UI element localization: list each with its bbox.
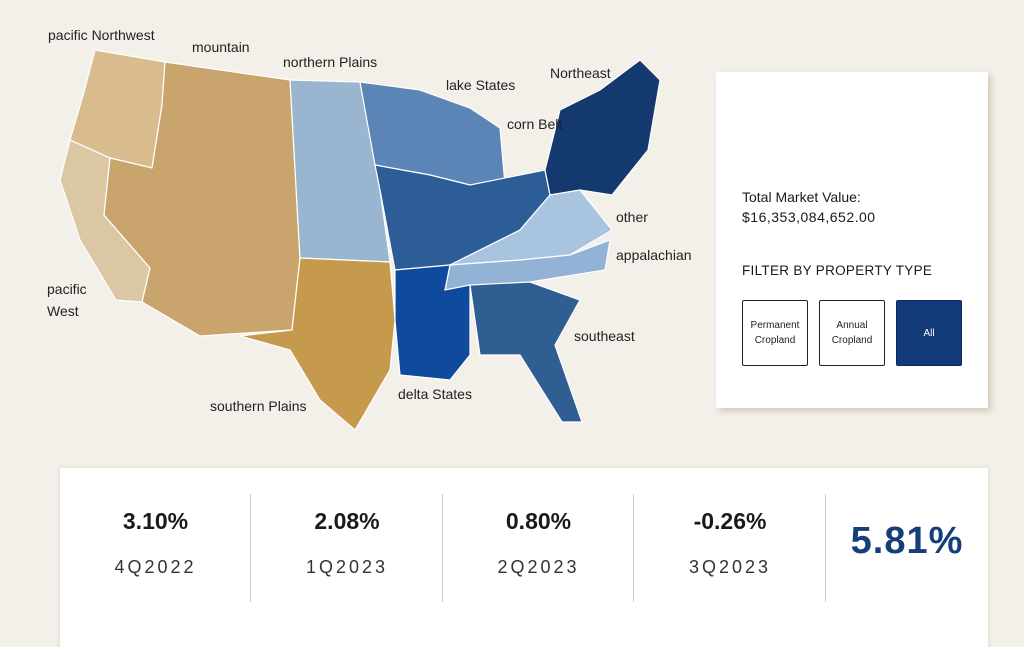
quarter-stat: -0.26% 3Q2023 [635,494,826,602]
quarter-value: -0.26% [693,508,767,534]
quarter-stat: 0.80% 2Q2023 [443,494,634,602]
region[interactable] [289,79,391,263]
region-label: Northeast [550,65,611,81]
info-panel: Total Market Value: $16,353,084,652.00 F… [716,72,988,408]
filter-label: FILTER BY PROPERTY TYPE [742,263,933,278]
region-label: appalachian [616,247,692,263]
region-label: lake States [446,77,516,93]
separator [824,494,826,602]
region-label: southern Plains [210,398,307,414]
quarter-period: 4Q2022 [114,557,197,577]
separator [250,494,251,602]
quarter-value: 0.80% [505,508,572,534]
market-value: $16,353,084,652.00 [742,209,876,225]
quarter-stat: 2.08% 1Q2023 [252,494,443,602]
region-label: mountain [192,39,250,55]
filter-buttons: Permanent Cropland Annual Cropland All [742,300,962,366]
quarter-value: 3.10% [122,508,189,534]
region-label: northern Plains [283,54,378,70]
region[interactable] [394,264,471,381]
region-label: pacific Northwest [48,27,155,43]
quarter-period: 3Q2023 [688,557,772,577]
quarter-period: 1Q2023 [305,557,389,577]
region-label: corn Belt [507,116,563,132]
quarter-period: 2Q2023 [497,557,580,577]
quarter-stat: 3.10% 4Q2022 [60,494,251,602]
filter-button[interactable]: Annual Cropland [819,300,885,366]
quarter-value: 2.08% [314,508,380,534]
filter-button-label: All [923,327,935,339]
region[interactable] [469,281,583,423]
filter-button-label: Annual Cropland [831,320,873,346]
region-label: pacific West [47,281,87,319]
region-label: delta States [398,386,472,402]
filter-button-label: Permanent Cropland [750,320,800,346]
region-label: southeast [574,328,635,344]
filter-button[interactable]: All [896,300,962,366]
us-map [59,49,661,431]
region[interactable] [239,257,396,431]
market-value-label: Total Market Value: [742,189,861,205]
region-label: other [616,209,648,225]
total-value: 5.81% [850,520,964,562]
filter-button[interactable]: Permanent Cropland [742,300,808,366]
stats-bar: 5.81% 3.10% 4Q2022 2.08% 1Q2023 0.80% 2Q2023 -… [60,468,988,647]
separator [441,494,443,602]
separator [633,494,634,602]
